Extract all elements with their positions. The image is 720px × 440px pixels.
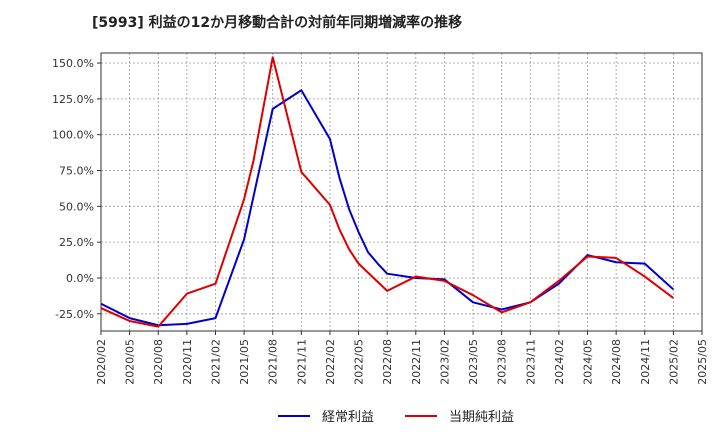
x-tick-label: 2023/11 bbox=[524, 339, 537, 385]
x-tick-label: 2024/11 bbox=[639, 339, 652, 385]
y-tick-label: 0.0% bbox=[66, 272, 94, 285]
x-tick-label: 2020/08 bbox=[152, 339, 165, 385]
y-tick-label: 50.0% bbox=[59, 200, 94, 213]
x-tick-label: 2022/02 bbox=[324, 339, 337, 385]
x-tick-label: 2023/08 bbox=[496, 339, 509, 385]
axes bbox=[97, 52, 703, 335]
legend-label-2: 当期純利益 bbox=[449, 410, 514, 425]
legend: 経常利益 当期純利益 bbox=[278, 410, 514, 425]
x-tick-label: 2022/08 bbox=[381, 339, 394, 385]
series-line-1 bbox=[100, 89, 675, 327]
x-tick-label: 2024/08 bbox=[610, 339, 623, 385]
x-tick-label: 2021/11 bbox=[295, 339, 308, 385]
x-tick-label: 2021/02 bbox=[209, 339, 222, 385]
x-tick-label: 2022/05 bbox=[353, 339, 366, 385]
plot-frame bbox=[100, 52, 703, 332]
x-tick-label: 2020/11 bbox=[181, 339, 194, 385]
x-tick-label: 2021/08 bbox=[267, 339, 280, 385]
grid-lines bbox=[100, 53, 703, 331]
y-tick-label: 150.0% bbox=[52, 57, 94, 70]
y-tick-label: 75.0% bbox=[59, 165, 94, 178]
x-tick-label: 2023/05 bbox=[467, 339, 480, 385]
y-tick-labels: 150.0% 125.0% 100.0% 75.0% 50.0% 25.0% 0.0% -25… bbox=[52, 57, 94, 321]
x-tick-label: 2020/05 bbox=[124, 339, 137, 385]
x-tick-labels: 2020/02 2020/05 2020/08 2020/11 2021/02 2021/… bbox=[95, 339, 709, 385]
legend-label-1: 経常利益 bbox=[322, 410, 374, 425]
y-tick-label: 25.0% bbox=[59, 236, 94, 249]
x-tick-label: 2023/02 bbox=[438, 339, 451, 385]
chart-title: [5993] 利益の12か月移動合計の対前年同期増減率の推移 bbox=[92, 15, 463, 31]
x-tick-label: 2022/11 bbox=[410, 339, 423, 385]
x-tick-label: 2025/02 bbox=[667, 339, 680, 385]
x-tick-label: 2024/05 bbox=[582, 339, 595, 385]
series-line-2 bbox=[100, 56, 674, 328]
y-tick-label: 125.0% bbox=[52, 93, 94, 106]
y-tick-label: -25.0% bbox=[55, 308, 94, 321]
x-tick-label: 2021/05 bbox=[238, 339, 251, 385]
x-tick-label: 2025/05 bbox=[696, 339, 709, 385]
x-tick-label: 2020/02 bbox=[95, 339, 108, 385]
series-lines bbox=[100, 56, 675, 328]
y-tick-label: 100.0% bbox=[52, 129, 94, 142]
x-tick-label: 2024/02 bbox=[553, 339, 566, 385]
